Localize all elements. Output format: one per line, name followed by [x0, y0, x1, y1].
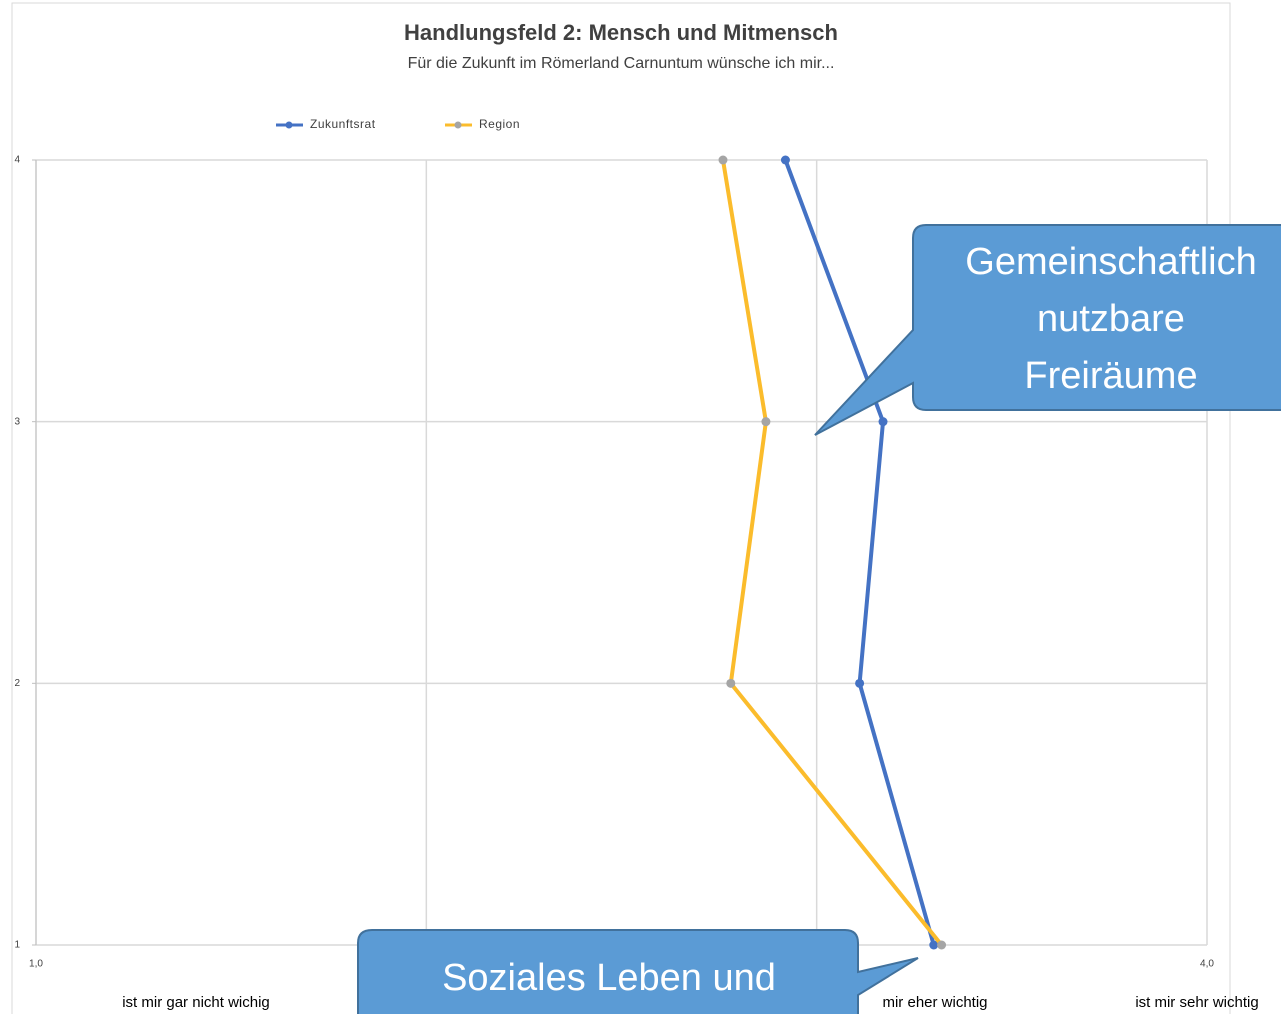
y-tick-label: 2: [14, 678, 20, 689]
series-marker: [780, 155, 790, 165]
x-descriptor: mir eher wichtig: [882, 994, 987, 1011]
callout-text: Freiräume: [1024, 355, 1197, 397]
series-marker: [937, 940, 947, 950]
series-line: [783, 159, 936, 946]
series-marker: [929, 940, 939, 950]
legend-label: Zukunftsrat: [310, 117, 376, 131]
series-marker: [878, 417, 888, 427]
series-marker: [855, 678, 865, 688]
legend-marker: [454, 121, 462, 129]
series-marker: [718, 155, 728, 165]
callout: [814, 224, 1281, 436]
chart-subtitle: Für die Zukunft im Römerland Carnuntum w…: [408, 55, 835, 72]
callout-text: Gemeinschaftlich: [965, 241, 1256, 283]
x-descriptor: ist mir sehr wichtig: [1135, 994, 1258, 1011]
x-tick-label: 1,0: [29, 959, 43, 970]
y-tick-label: 1: [14, 940, 20, 951]
legend-label: Region: [479, 117, 520, 131]
chart-title: Handlungsfeld 2: Mensch und Mitmensch: [404, 20, 838, 45]
x-descriptor: ist mir gar nicht wichig: [122, 994, 270, 1011]
callout: [357, 929, 919, 1014]
series-line: [721, 159, 944, 947]
callout-text: nutzbare: [1037, 298, 1185, 340]
series-marker: [761, 417, 771, 427]
legend-marker: [285, 121, 293, 129]
x-tick-label: 4,0: [1200, 959, 1214, 970]
y-tick-label: 4: [14, 155, 20, 166]
chart-frame: [11, 2, 1231, 1014]
series-marker: [726, 678, 736, 688]
callout-text: Soziales Leben und: [442, 957, 776, 999]
y-tick-label: 3: [14, 416, 20, 427]
